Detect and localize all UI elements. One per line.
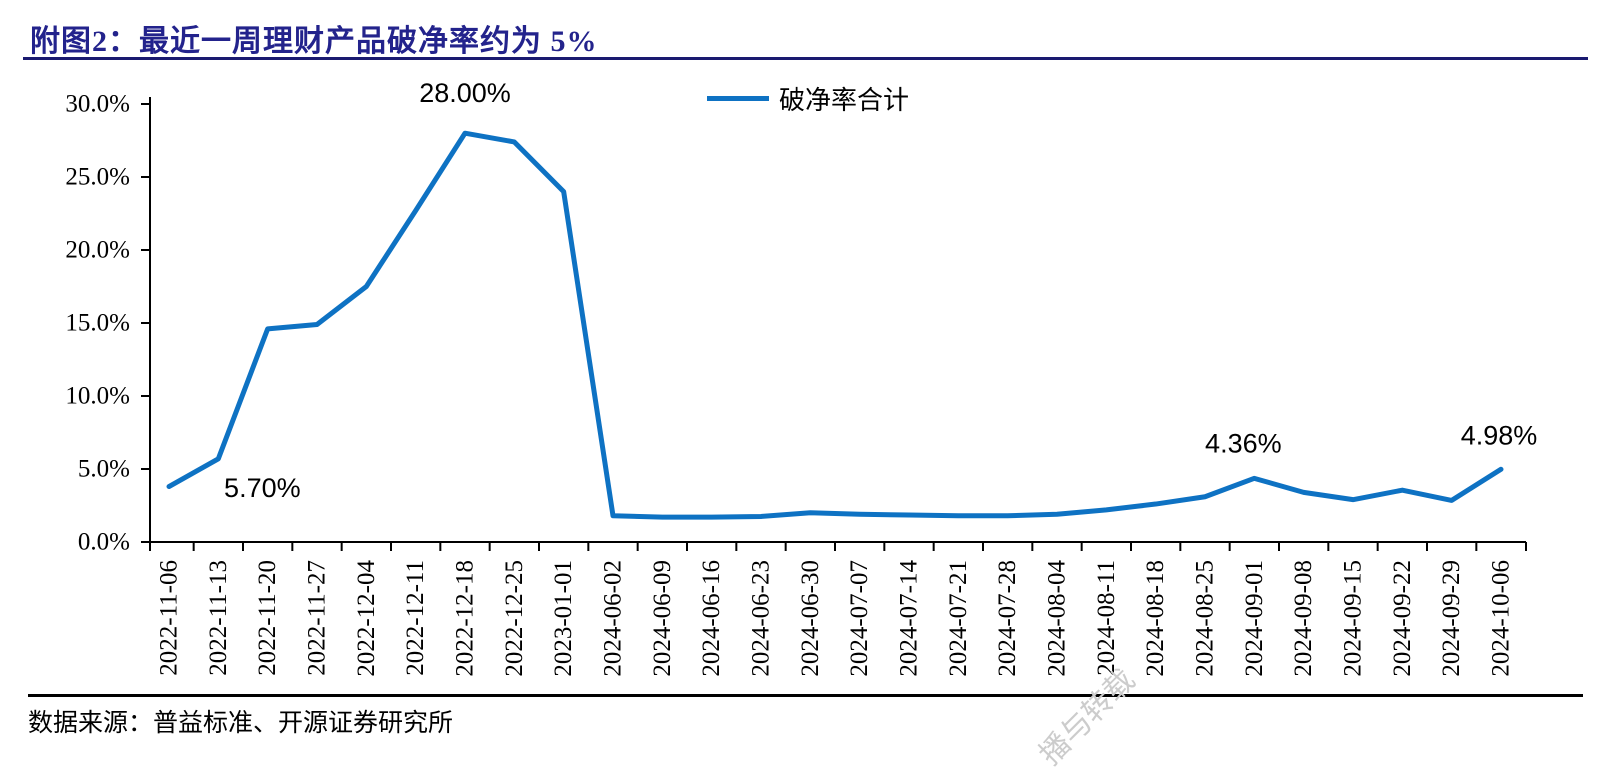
x-axis-label: 2024-06-02	[600, 560, 627, 677]
y-axis-label: 10.0%	[65, 383, 130, 410]
x-axis-label: 2024-06-09	[649, 560, 676, 677]
figure-title: 附图2：最近一周理财产品破净率约为 5%	[30, 25, 598, 58]
x-axis-label: 2022-11-27	[304, 560, 331, 676]
series-line	[166, 130, 1504, 520]
footer-separator-rule	[28, 694, 1583, 697]
x-axis-label: 2024-06-23	[748, 560, 775, 677]
x-axis-label: 2024-08-25	[1192, 560, 1219, 677]
y-axis-label: 30.0%	[65, 91, 130, 118]
x-axis-label: 2024-06-16	[698, 560, 725, 677]
y-axis-label: 0.0%	[78, 529, 130, 556]
x-axis-label: 2024-07-07	[846, 560, 873, 677]
data-point-label: 28.00%	[419, 78, 511, 108]
x-axis-label: 2022-11-06	[156, 560, 183, 676]
x-axis-label: 2023-01-01	[550, 560, 577, 677]
x-axis-label: 2022-12-11	[402, 560, 429, 676]
x-axis-label: 2024-09-22	[1389, 560, 1416, 677]
y-axis-label: 20.0%	[65, 237, 130, 264]
x-axis-label: 2022-11-20	[254, 560, 281, 676]
title-underline-rule	[23, 57, 1588, 60]
x-axis-label: 2024-09-15	[1340, 560, 1367, 677]
x-axis-label: 2024-09-01	[1241, 560, 1268, 677]
x-axis-label: 2024-07-21	[945, 560, 972, 677]
x-axis-label: 2024-09-08	[1290, 560, 1317, 677]
y-axis-label: 5.0%	[78, 456, 130, 483]
legend-label: 破净率合计	[779, 86, 910, 115]
data-point-label: 4.98%	[1461, 420, 1538, 450]
x-axis-label: 2024-07-14	[896, 560, 923, 677]
x-axis-label: 2024-08-04	[1044, 560, 1071, 677]
data-point-label: 4.36%	[1205, 428, 1282, 458]
chart-legend: 破净率合计	[707, 80, 909, 117]
x-axis-label: 2024-08-11	[1093, 560, 1120, 676]
x-axis-label: 2024-10-06	[1488, 560, 1515, 677]
legend-line-sample	[707, 96, 769, 101]
source-note: 数据来源：普益标准、开源证券研究所	[28, 710, 454, 737]
data-point-label: 5.70%	[224, 473, 301, 503]
x-axis-label: 2024-09-29	[1438, 560, 1465, 677]
x-axis-label: 2022-12-25	[501, 560, 528, 677]
x-axis-label: 2022-12-04	[353, 560, 380, 677]
y-axis-label: 15.0%	[65, 310, 130, 337]
x-axis-label: 2024-08-18	[1142, 560, 1169, 677]
y-axis-label: 25.0%	[65, 164, 130, 191]
x-axis-label: 2024-07-28	[994, 560, 1021, 677]
x-axis-label: 2024-06-30	[797, 560, 824, 677]
x-axis-label: 2022-11-13	[205, 560, 232, 676]
x-axis-label: 2022-12-18	[452, 560, 479, 677]
